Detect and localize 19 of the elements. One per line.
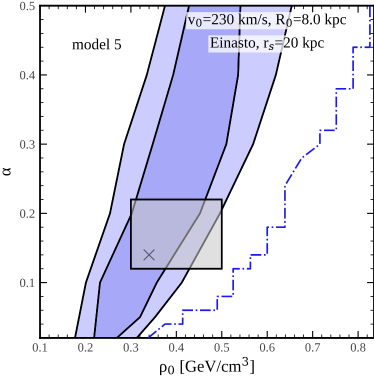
line-series bbox=[147, 6, 371, 338]
x-tick-label: 0.8 bbox=[350, 343, 366, 352]
x-tick-label: 0.1 bbox=[32, 343, 48, 352]
x-tick-label: 0.2 bbox=[78, 343, 93, 352]
y-tick-label: 0.5 bbox=[20, 2, 35, 10]
y-tick-label: 0.4 bbox=[20, 70, 35, 80]
y-tick-label: 0.1 bbox=[20, 278, 34, 288]
x-tick-label: 0.7 bbox=[305, 343, 320, 352]
y-tick-label: 0.3 bbox=[20, 140, 35, 149]
annotation: Einasto, r$_{s}$=20 kpc bbox=[210, 36, 324, 51]
y-tick-label: 0.2 bbox=[20, 209, 34, 218]
x-tick-label: 0.6 bbox=[260, 343, 275, 352]
annotation: model 5 bbox=[72, 38, 122, 50]
y-axis-title: α bbox=[2, 168, 11, 176]
x-tick-label: 0.5 bbox=[214, 343, 230, 352]
x-tick-label: 0.4 bbox=[169, 343, 184, 352]
annotation: v$_{0}$=230 km/s, R$_{0}$=8.0 kpc bbox=[188, 14, 346, 28]
x-axis-title: ρ$_{0}$ [GeV/cm$^{3}$] bbox=[160, 356, 254, 376]
x-tick-label: 0.3 bbox=[124, 343, 138, 352]
